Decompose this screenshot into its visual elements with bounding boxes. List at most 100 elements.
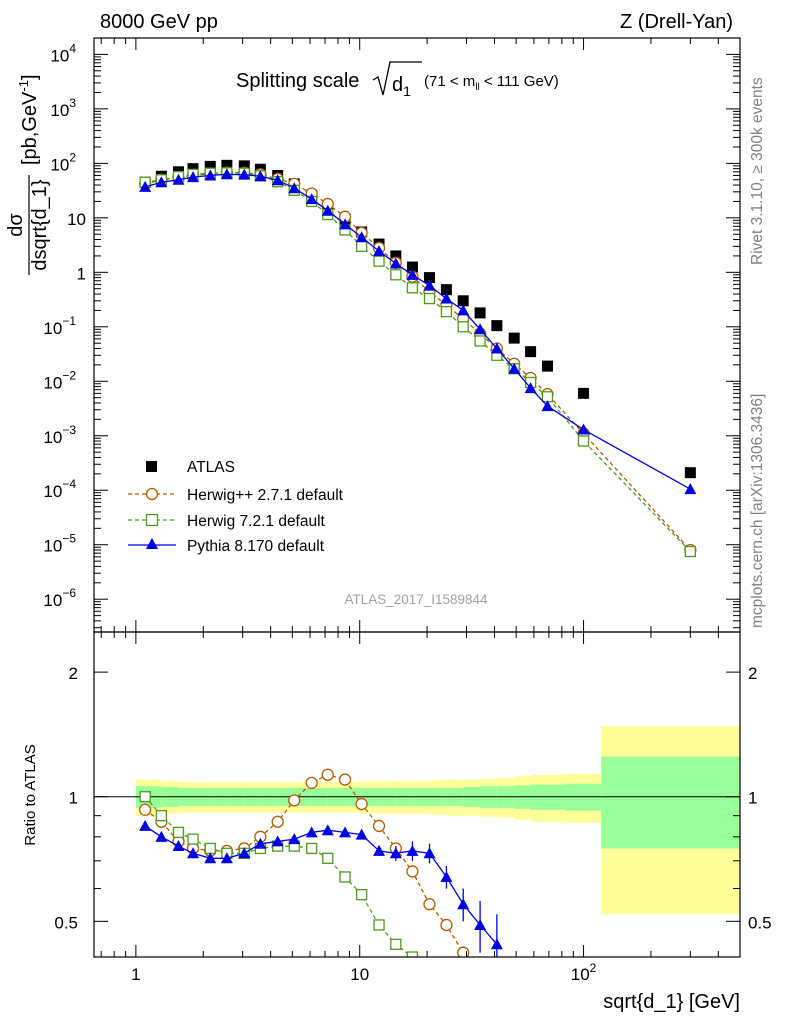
main-pythia-8-170-default-point xyxy=(541,400,554,412)
ratio-pythia-8-170-default-point xyxy=(288,833,301,845)
ratio-pythia-8-170-default-point xyxy=(474,918,487,930)
ratio-herwig-2-7-1-default-point xyxy=(440,918,453,932)
ratio-pythia-8-170-default-point xyxy=(440,870,453,882)
main-atlas-series xyxy=(139,159,696,479)
ratio-series-group xyxy=(138,768,503,957)
ratio-herwig-2-7-1-default-point xyxy=(271,815,284,828)
main-pythia-8-170-default-point xyxy=(238,168,251,180)
x-axis-label: sqrt{d_1} [GeV] xyxy=(603,991,740,1013)
title-symbol: d xyxy=(392,74,403,96)
ratio-herwig-7-2-1-default-point xyxy=(306,842,318,855)
main-atlas-point xyxy=(423,272,435,284)
main-pythia-8-170-default-point xyxy=(508,362,521,374)
y-tick-label: 103 xyxy=(50,96,76,120)
y-tick-label-exponent: −5 xyxy=(62,532,76,546)
main-pythia-8-170-default-point xyxy=(155,176,168,188)
y-tick-label: 10 xyxy=(67,210,86,229)
legend-label-atlas: ATLAS xyxy=(187,459,235,476)
ratio-herwig-7-2-1-default-point xyxy=(172,826,185,839)
ratio-herwig-7-2-1-default-point xyxy=(139,791,151,803)
main-atlas-point xyxy=(684,467,696,479)
ratio-herwig-7-2-1-default-point xyxy=(355,888,368,901)
x-tick-label: 102 xyxy=(571,961,597,984)
title-range-start: (71 < m xyxy=(424,73,475,90)
y-tick-label-exponent: −6 xyxy=(62,586,76,600)
ratio-herwig-7-2-1-default-point xyxy=(187,833,199,845)
ratio-herwig-7-2-1-default-point xyxy=(155,810,168,822)
main-pythia-8-170-default-point xyxy=(339,218,352,230)
y-tick-label: 10−5 xyxy=(43,532,76,556)
ratio-pythia-8-170-default-point xyxy=(220,852,233,864)
ylabel-numerator: dσ xyxy=(5,213,27,237)
ratio-herwig-2-7-1-default-point xyxy=(288,794,301,807)
main-plot-title: Splitting scale xyxy=(236,70,359,92)
main-atlas-point xyxy=(204,160,216,172)
y-tick-label: 10−6 xyxy=(43,586,76,610)
ratio-pythia-8-170-default-point xyxy=(271,835,284,847)
legend-label-herwig7: Herwig 7.2.1 default xyxy=(187,513,326,530)
main-atlas-point xyxy=(474,307,486,319)
y-tick-label-exponent: −1 xyxy=(62,314,76,328)
legend-label-herwigpp: Herwig++ 2.7.1 default xyxy=(187,487,344,504)
ratio-pythia-8-170-default-point xyxy=(373,844,386,856)
main-series-group xyxy=(138,159,697,558)
ratio-pythia-8-170-default-point xyxy=(254,837,267,849)
main-pythia-8-170-default-point xyxy=(474,323,487,335)
ratio-herwig-2-7-1-default-point xyxy=(355,797,368,811)
main-pythia-8-170-default-point xyxy=(389,257,402,269)
main-pythia-8-170-default-point xyxy=(271,174,284,186)
main-pythia-8-170-default-point xyxy=(355,231,368,243)
ylabel-units: [pb,GeV-1] xyxy=(16,74,41,165)
main-herwig-7-2-1-default-point xyxy=(406,282,419,294)
main-atlas-point xyxy=(187,163,199,175)
main-pythia-8-170-default-point xyxy=(524,382,537,394)
main-atlas-point xyxy=(221,159,233,171)
title-range-sub: ll xyxy=(475,82,479,93)
ratio-plot-frame xyxy=(93,631,741,958)
main-atlas-point xyxy=(406,261,418,273)
ratio-herwig-7-2-1-default-point xyxy=(373,919,385,931)
ratio-pythia-8-170-default-point xyxy=(423,847,436,859)
main-pythia-8-170-default-point xyxy=(440,292,453,304)
ratio-pythia-8-170-default-point xyxy=(155,830,168,842)
ratio-pythia-8-170-default-point xyxy=(406,844,419,856)
legend-marker-atlas xyxy=(146,461,157,472)
ratio-pythia-8-170-default-point xyxy=(238,847,251,859)
x-tick-label: 10 xyxy=(350,965,369,984)
ratio-pythia-8-170-default-series xyxy=(139,819,503,957)
title-range: (71 < mll < 111 GeV) xyxy=(424,73,559,93)
ratio-y-tick-label-left: 2 xyxy=(69,664,78,683)
legend-marker-herwigpp xyxy=(145,487,159,501)
main-pythia-8-170-default-point xyxy=(187,171,200,183)
y-tick-label: 10−2 xyxy=(43,368,76,392)
main-herwig-7-2-1-default-point xyxy=(355,240,368,252)
legend: ATLAS Herwig++ 2.7.1 default Herwig 7.2.… xyxy=(128,459,344,555)
ratio-pythia-8-170-default-point xyxy=(339,826,352,838)
main-pythia-8-170-default-point xyxy=(288,182,301,194)
ratio-y-tick-label-left: 1 xyxy=(69,789,78,808)
ratio-y-tick-label-left: 0.5 xyxy=(54,913,78,932)
y-tick-label-exponent: −2 xyxy=(62,368,76,382)
main-herwig-7-2-1-default-point xyxy=(577,435,590,447)
ratio-herwig-2-7-1-default-point xyxy=(321,768,334,781)
main-atlas-point xyxy=(541,360,553,372)
ratio-y-tick-label-right: 0.5 xyxy=(748,913,772,932)
main-pythia-8-170-default-point xyxy=(172,173,185,185)
ylabel-units-sup: -1 xyxy=(16,80,31,92)
ratio-pythia-8-170-default-point xyxy=(187,847,200,859)
sqrt-content: d1 xyxy=(392,74,411,99)
ratio-herwig-2-7-1-default-point xyxy=(138,803,152,816)
main-atlas-point xyxy=(578,387,590,399)
main-ylabel: dσ dsqrt{d_1} [pb,GeV-1] xyxy=(5,74,51,275)
sqrt-sign xyxy=(372,61,422,96)
x-tick-label: 1 xyxy=(131,965,140,984)
main-herwig-7-2-1-default-point xyxy=(440,305,453,318)
analysis-watermark: ATLAS_2017_I1589844 xyxy=(344,592,488,607)
title-subscript: 1 xyxy=(403,83,411,99)
ratio-herwig-2-7-1-default-point xyxy=(305,776,318,790)
ratio-pythia-8-170-default-point xyxy=(355,828,368,840)
ratio-y-tick-label-right: 2 xyxy=(748,664,757,683)
y-tick-label: 10−1 xyxy=(43,314,76,338)
ratio-pythia-8-170-default-point xyxy=(389,847,402,859)
process-label: Z (Drell-Yan) xyxy=(620,11,733,33)
